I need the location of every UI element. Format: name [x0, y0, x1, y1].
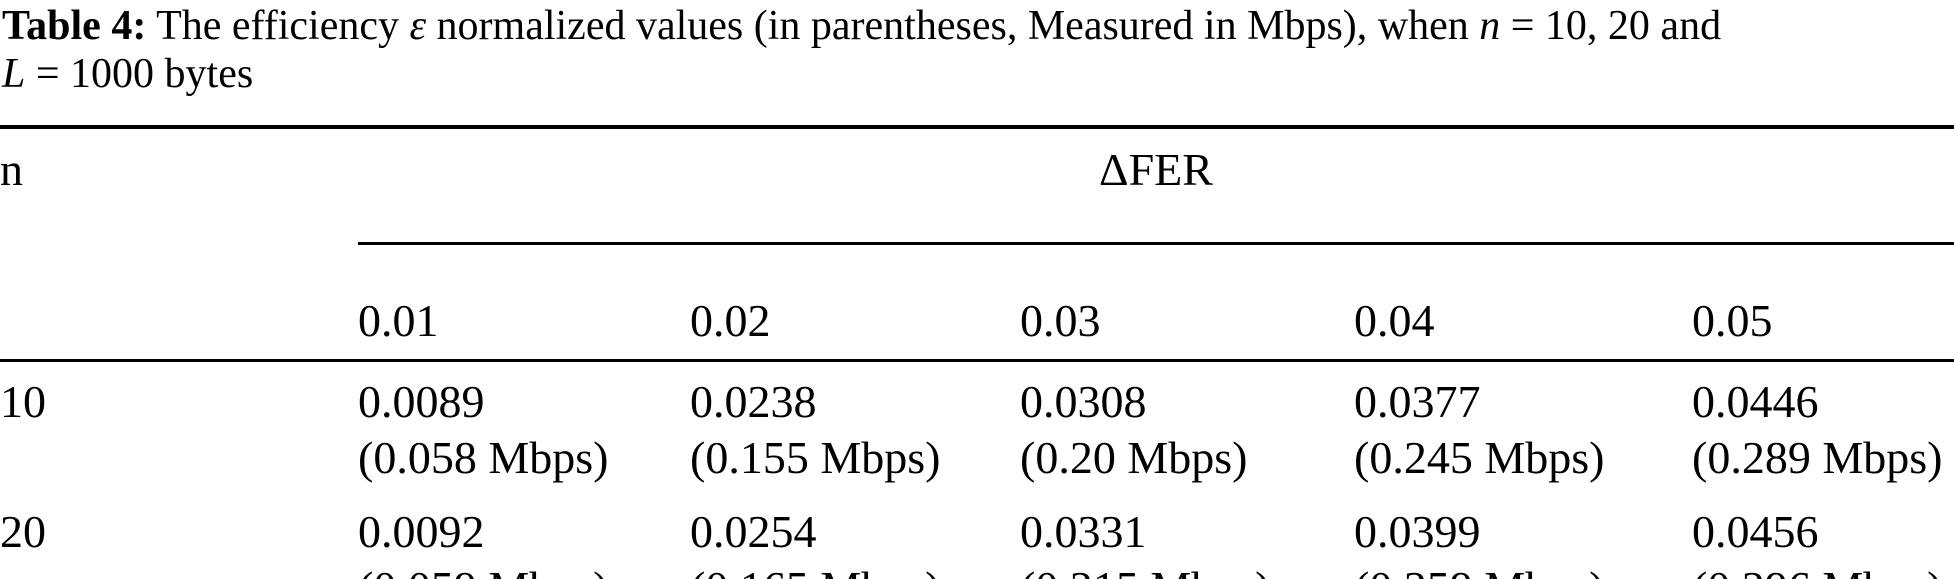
- table-cell: 0.0377 (0.245 Mbps): [1354, 361, 1692, 499]
- cell-value: 0.0377: [1354, 376, 1481, 427]
- table-cell: 0.0254 (0.165 Mbps): [690, 498, 1020, 579]
- header-spacer-cell: [0, 243, 358, 362]
- cell-mbps-value: (0.20 Mbps): [1020, 432, 1248, 483]
- caption-line-2: L = 1000 bytes: [2, 50, 1954, 98]
- header-row-columns: 0.01 0.02 0.03 0.04 0.05: [0, 243, 1954, 362]
- row-label: 10: [0, 361, 358, 499]
- cell-value: 0.0399: [1354, 506, 1481, 557]
- table-cell: 0.0089 (0.058 Mbps): [358, 361, 690, 499]
- table-cell: 0.0399 (0.259 Mbps): [1354, 498, 1692, 579]
- cell-value: 0.0238: [690, 376, 817, 427]
- table-cell: 0.0446 (0.289 Mbps): [1692, 361, 1954, 499]
- column-header: 0.05: [1692, 243, 1954, 362]
- cell-value: 0.0089: [358, 376, 485, 427]
- cell-value: 0.0331: [1020, 506, 1147, 557]
- caption-text: The efficiency: [146, 3, 410, 49]
- caption-epsilon-symbol: ε: [409, 3, 427, 49]
- data-table: n ΔFER 0.01 0.02 0.03 0.04 0.05 10 0.008…: [0, 125, 1954, 579]
- cell-value: 0.0446: [1692, 376, 1819, 427]
- table-row-n10: 10 0.0089 (0.058 Mbps) 0.0238 (0.155 Mbps)…: [0, 361, 1954, 499]
- header-row-group: n ΔFER: [0, 127, 1954, 245]
- cell-value: 0.0308: [1020, 376, 1147, 427]
- cell-mbps-value: (0.165 Mbps): [690, 560, 1020, 579]
- cell-value: 0.0254: [690, 506, 817, 557]
- table-cell: 0.0238 (0.155 Mbps): [690, 361, 1020, 499]
- cell-mbps-value: (0.296 Mbps): [1692, 560, 1954, 579]
- cell-value: 0.0456: [1692, 506, 1819, 557]
- caption-text: = 10, 20 and: [1500, 3, 1722, 49]
- cell-mbps-value: (0.245 Mbps): [1354, 432, 1605, 483]
- cell-mbps-value: (0.215 Mbps): [1020, 560, 1354, 579]
- row-label: 20: [0, 498, 358, 579]
- caption-text: normalized values (in parentheses, Measu…: [426, 3, 1480, 49]
- table-cell: 0.0331 (0.215 Mbps): [1020, 498, 1354, 579]
- cell-mbps-value: (0.058 Mbps): [358, 432, 609, 483]
- caption-L-variable: L: [2, 51, 26, 97]
- table-cell: 0.0092 (0.059 Mbps): [358, 498, 690, 579]
- caption-n-variable: n: [1479, 3, 1501, 49]
- table-row-n20: 20 0.0092 (0.059 Mbps) 0.0254 (0.165 Mbps)…: [0, 498, 1954, 579]
- row-label-value: 10: [0, 376, 46, 427]
- cell-mbps-value: (0.259 Mbps): [1354, 560, 1692, 579]
- cell-value: 0.0092: [358, 506, 485, 557]
- row-header-n: n: [0, 144, 23, 195]
- table-caption: Table 4: The efficiency ε normalized val…: [0, 0, 1954, 98]
- caption-line-1: Table 4: The efficiency ε normalized val…: [2, 2, 1954, 50]
- cell-mbps-value: (0.155 Mbps): [690, 432, 941, 483]
- caption-text: = 1000 bytes: [25, 51, 254, 97]
- column-header: 0.02: [690, 243, 1020, 362]
- column-header: 0.01: [358, 243, 690, 362]
- caption-table-label: Table 4:: [2, 3, 147, 49]
- table-cell: 0.0308 (0.20 Mbps): [1020, 361, 1354, 499]
- group-header-dfer: ΔFER: [358, 127, 1954, 245]
- cell-mbps-value: (0.289 Mbps): [1692, 432, 1943, 483]
- column-header: 0.03: [1020, 243, 1354, 362]
- cell-mbps-value: (0.059 Mbps): [358, 560, 690, 579]
- table-cell: 0.0456 (0.296 Mbps): [1692, 498, 1954, 579]
- column-header: 0.04: [1354, 243, 1692, 362]
- row-label-value: 20: [0, 506, 46, 557]
